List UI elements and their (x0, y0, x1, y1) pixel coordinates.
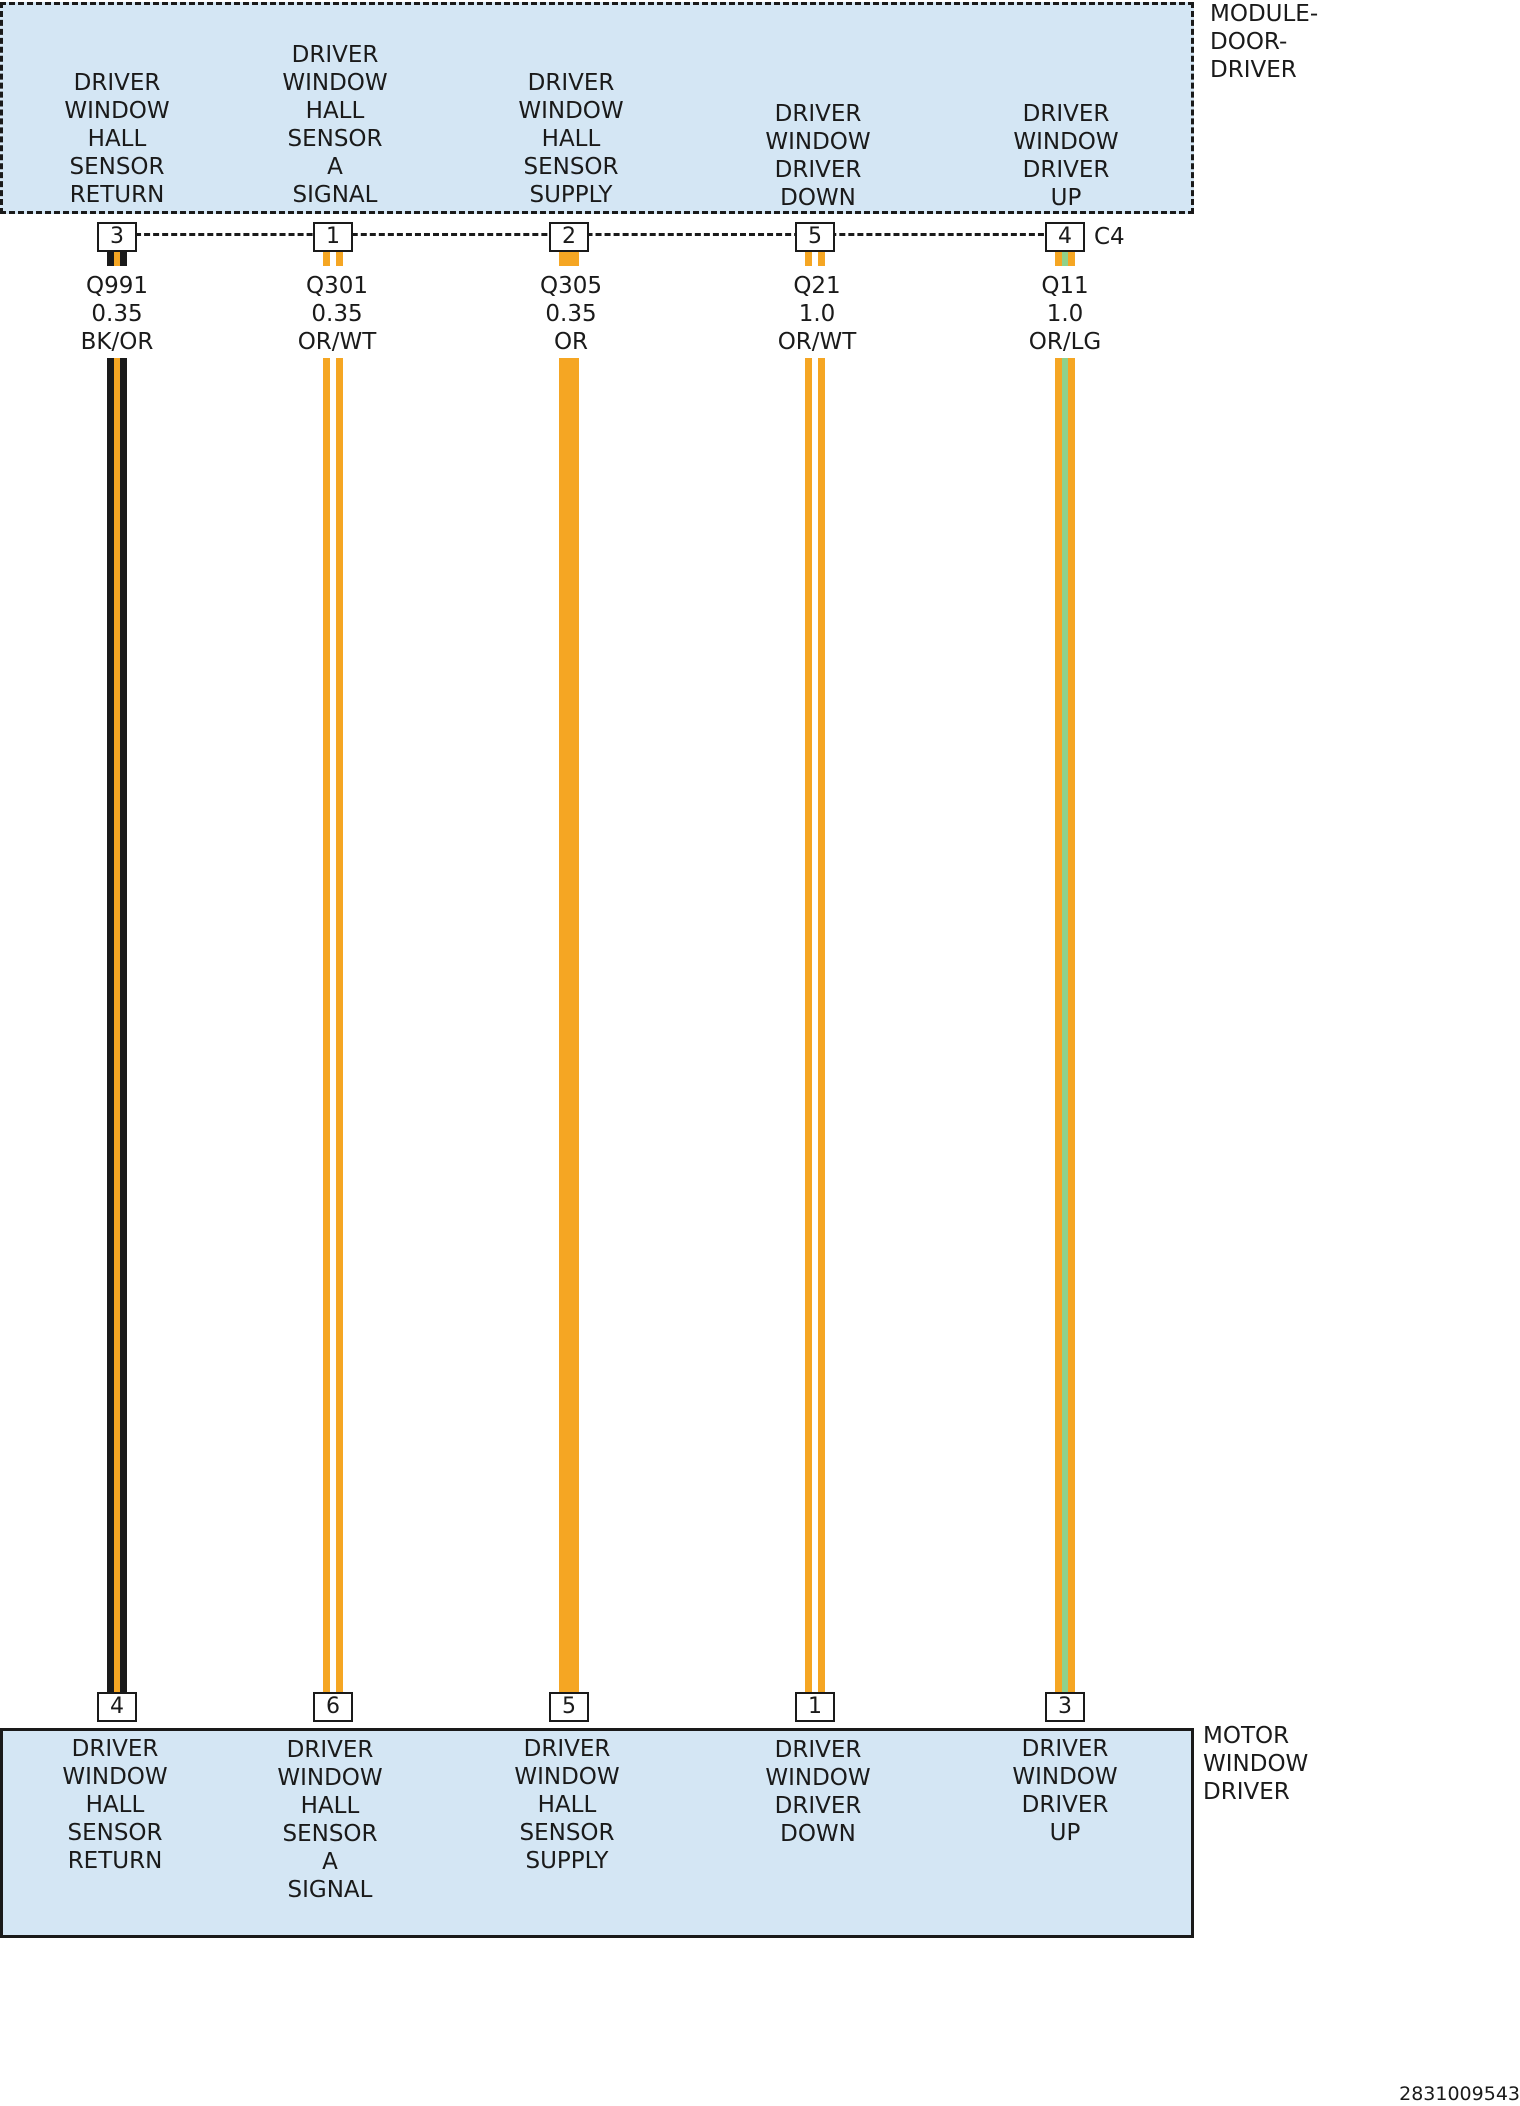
wire-label-q305: Q305 0.35 OR (481, 272, 661, 356)
motor-pin-number: 4 (97, 1692, 137, 1722)
wire-label-q11: Q11 1.0 OR/LG (975, 272, 1155, 356)
wire-label-backdrop (60, 266, 1100, 358)
wire-gauge: 0.35 (545, 301, 597, 327)
wire-gauge: 0.35 (311, 301, 363, 327)
motor-pin-function: DRIVER WINDOW DRIVER DOWN (765, 1737, 871, 1847)
wire-circuit: Q301 (305, 273, 368, 299)
wire-label-q21: Q21 1.0 OR/WT (727, 272, 907, 356)
module-pin-function: DRIVER WINDOW HALL SENSOR A SIGNAL (282, 42, 388, 208)
wire-color-code: OR/WT (297, 329, 377, 355)
module-pin-function: DRIVER WINDOW DRIVER DOWN (765, 101, 871, 211)
motor-pin-function: DRIVER WINDOW DRIVER UP (1012, 1736, 1118, 1846)
wire-color-code: OR/LG (1028, 329, 1102, 355)
module-pin-number: 4 (1045, 222, 1085, 252)
motor-pin-function: DRIVER WINDOW HALL SENSOR RETURN (62, 1736, 168, 1874)
module-pin-function: DRIVER WINDOW DRIVER UP (1013, 101, 1119, 211)
wire-color-code: BK/OR (80, 329, 154, 355)
module-pin-function: DRIVER WINDOW HALL SENSOR RETURN (64, 70, 170, 208)
wire-q991 (107, 250, 127, 1692)
module-pin-number: 2 (549, 222, 589, 252)
wire-q305 (559, 250, 579, 1692)
wire-gauge: 1.0 (1046, 301, 1084, 327)
module-door-driver-box (0, 2, 1194, 214)
motor-pin-function: DRIVER WINDOW HALL SENSOR A SIGNAL (277, 1737, 383, 1903)
wire-circuit: Q991 (85, 273, 148, 299)
wire-gauge: 0.35 (91, 301, 143, 327)
wire-label-q301: Q301 0.35 OR/WT (247, 272, 427, 356)
wire-q301 (323, 250, 343, 1692)
diagram-id: 2831009543 (1399, 2083, 1520, 2105)
wire-q11 (1055, 250, 1075, 1692)
wire-color-code: OR (553, 329, 589, 355)
wire-q21 (805, 250, 825, 1692)
wire-gauge: 1.0 (798, 301, 836, 327)
wire-circuit: Q305 (539, 273, 602, 299)
module-pin-number: 1 (313, 222, 353, 252)
connector-name: C4 (1094, 224, 1125, 250)
module-pin-number: 3 (97, 222, 137, 252)
motor-window-driver-box (0, 1728, 1194, 1938)
wire-circuit: Q21 (793, 273, 841, 299)
connector-c4-line (117, 233, 1062, 236)
wire-color-code: OR/WT (777, 329, 857, 355)
module-pin-number: 5 (795, 222, 835, 252)
motor-pin-number: 1 (795, 1692, 835, 1722)
module-pin-function: DRIVER WINDOW HALL SENSOR SUPPLY (518, 70, 624, 208)
wire-circuit: Q11 (1041, 273, 1089, 299)
motor-pin-number: 3 (1045, 1692, 1085, 1722)
motor-pin-number: 6 (313, 1692, 353, 1722)
motor-pin-number: 5 (549, 1692, 589, 1722)
motor-name: MOTOR WINDOW DRIVER (1203, 1723, 1309, 1805)
module-name: MODULE- DOOR- DRIVER (1210, 1, 1319, 83)
motor-pin-function: DRIVER WINDOW HALL SENSOR SUPPLY (514, 1736, 620, 1874)
wire-label-q991: Q991 0.35 BK/OR (27, 272, 207, 356)
